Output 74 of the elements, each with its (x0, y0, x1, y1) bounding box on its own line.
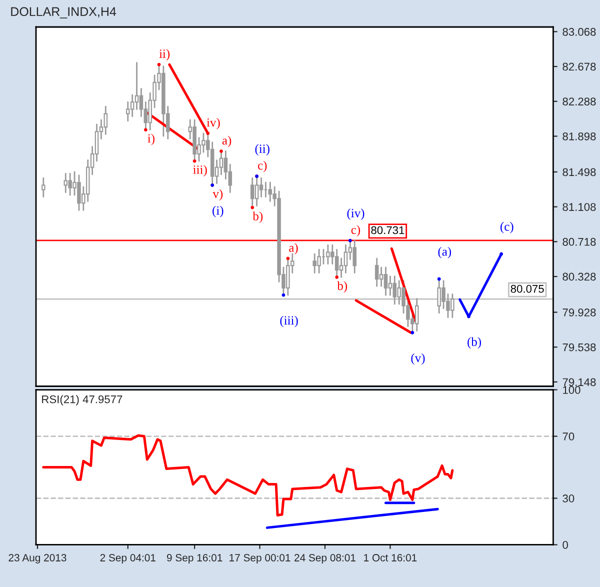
x-tick-label: 9 Sep 16:01 (166, 554, 222, 564)
candlestick (130, 94, 134, 118)
data-label: i) (148, 134, 154, 146)
ref-line-label: 80.075 (510, 284, 544, 293)
data-label: a) (289, 243, 298, 254)
candlestick (42, 177, 46, 198)
candlestick (64, 172, 68, 194)
candlestick (250, 177, 254, 208)
candlestick (134, 62, 139, 110)
data-label: iv) (206, 118, 220, 130)
data-label: (a) (438, 246, 452, 258)
y-tick-label: 81.108 (562, 203, 596, 211)
ref-line-label: 80.731 (371, 226, 404, 234)
candlestick (268, 182, 272, 202)
data-label: (iv) (347, 208, 364, 220)
data-label: (iii) (280, 316, 298, 328)
candlestick (392, 276, 397, 305)
data-label: (v) (411, 353, 425, 365)
data-label: ii) (159, 49, 170, 60)
x-tick-label: 24 Sep 08:01 (294, 554, 356, 564)
y-tick-label: 80.328 (562, 272, 596, 281)
point (220, 150, 223, 153)
point (206, 132, 210, 136)
point (335, 276, 339, 279)
y-tick-label: 81.898 (562, 132, 596, 140)
data-label: b) (337, 281, 348, 293)
y-tick-label: 79.148 (562, 378, 596, 386)
candlestick (254, 176, 259, 206)
data-label: a) (222, 136, 232, 148)
point (500, 252, 504, 256)
point (282, 293, 286, 297)
y-tick-label: 83.068 (562, 28, 596, 36)
candlestick (259, 177, 264, 198)
data-label: (b) (468, 337, 482, 349)
y-tick-label: 82.678 (562, 62, 596, 71)
candlestick (388, 276, 392, 296)
point (410, 330, 414, 334)
data-label: c) (258, 160, 267, 172)
data-label: (ii) (255, 144, 270, 156)
y-tick-label: 82.288 (562, 98, 596, 106)
y-tick-label: 100 (563, 386, 580, 394)
data-label: (i) (212, 206, 224, 218)
y-tick-label: 80.718 (562, 238, 596, 246)
y-tick-label: 81.498 (562, 168, 596, 176)
x-tick-label: 17 Sep 00:01 (230, 554, 290, 564)
chart-title: DOLLAR_INDX,H4 (11, 7, 116, 18)
chart-title: RSI(21) 47.9577 (42, 395, 122, 406)
y-tick-label: 79.928 (562, 308, 596, 316)
line-series (42, 434, 454, 517)
data-label: v) (212, 189, 223, 201)
candlestick (379, 266, 384, 287)
point (286, 256, 290, 260)
candlestick (374, 258, 379, 287)
point (192, 159, 196, 163)
candlestick (344, 244, 348, 274)
y-tick-label: 0 (562, 541, 568, 549)
candlestick (104, 106, 108, 135)
y-tick-label: 70 (562, 432, 574, 440)
data-label: iii) (193, 165, 207, 176)
x-tick-label: 2 Sep 04:01 (100, 554, 156, 564)
data-label: b) (252, 212, 263, 223)
point (144, 128, 148, 132)
candlestick (352, 240, 357, 274)
candlestick (414, 298, 419, 332)
data-label: (c) (500, 222, 514, 234)
candlestick (384, 266, 388, 296)
candlestick (219, 150, 224, 176)
y-tick-label: 30 (562, 494, 574, 502)
x-tick-label: 23 Aug 2013 (8, 554, 66, 564)
data-label: c) (351, 225, 360, 237)
point (250, 206, 254, 210)
y-tick-label: 79.538 (562, 343, 596, 352)
x-tick-label: 1 Oct 16:01 (364, 554, 417, 562)
candlestick (334, 248, 339, 278)
